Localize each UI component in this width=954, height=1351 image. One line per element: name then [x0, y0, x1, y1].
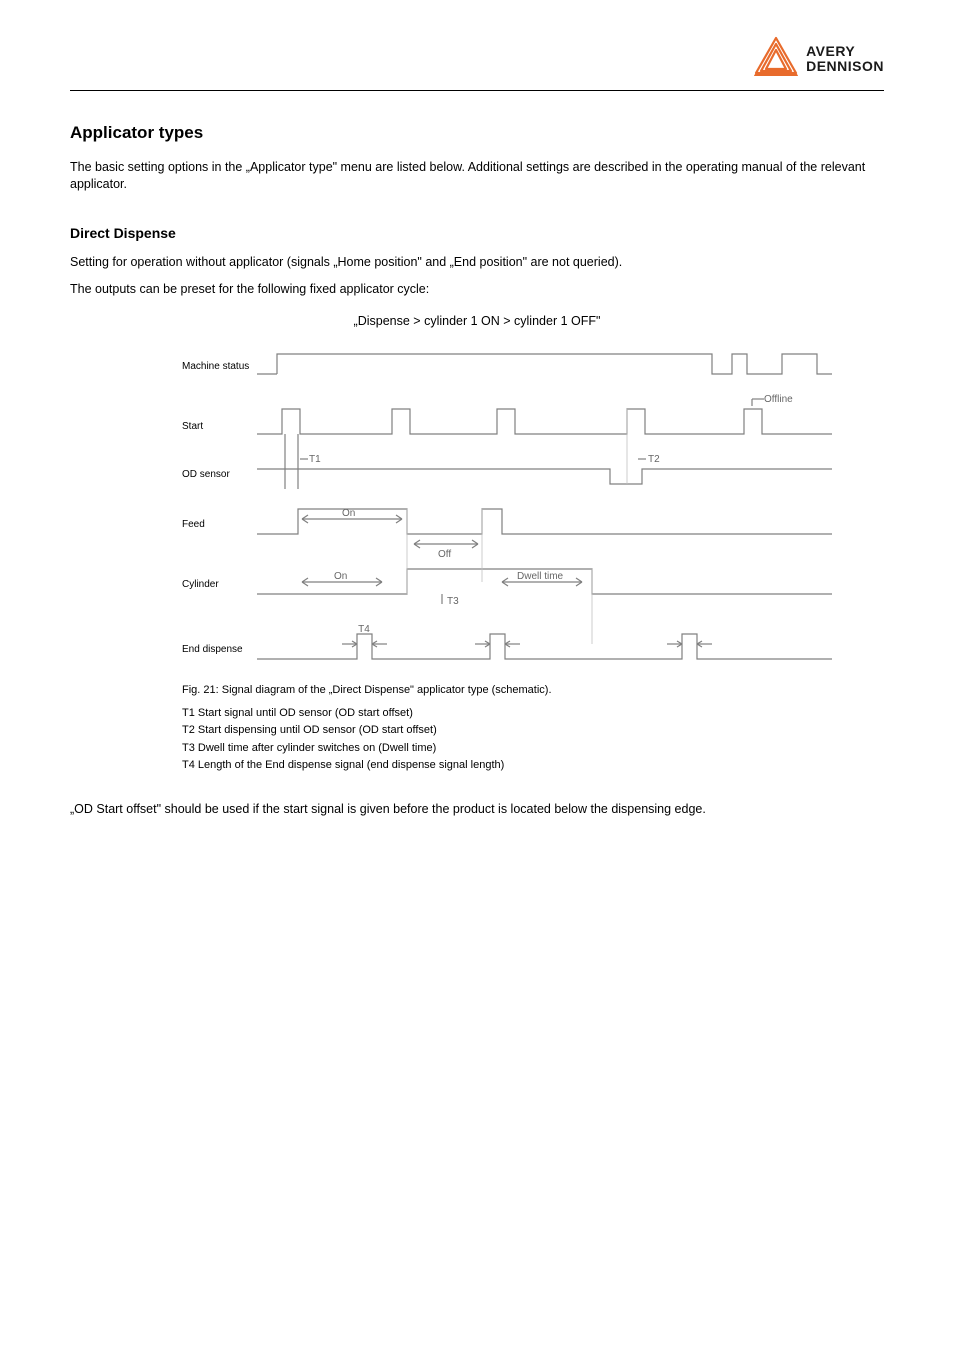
- svg-text:On: On: [342, 508, 355, 519]
- applicator-cycle-quote: „Dispense > cylinder 1 ON > cylinder 1 O…: [70, 313, 884, 331]
- svg-text:T3: T3: [447, 596, 459, 607]
- page-root: AVERY DENNISON Applicator types The basi…: [0, 0, 954, 879]
- od-offset-note: „OD Start offset" should be used if the …: [70, 801, 884, 819]
- svg-text:Off: Off: [438, 549, 451, 560]
- svg-text:Machine status: Machine status: [182, 361, 249, 372]
- svg-text:OD sensor: OD sensor: [182, 469, 230, 480]
- legend-row: T3 Dwell time after cylinder switches on…: [182, 740, 842, 758]
- svg-text:T1: T1: [309, 454, 321, 465]
- brand-line1: AVERY: [806, 44, 884, 59]
- svg-text:Dwell time: Dwell time: [517, 571, 564, 582]
- brand-name: AVERY DENNISON: [806, 44, 884, 73]
- caption-text: Signal diagram of the „Direct Dispense" …: [222, 684, 552, 696]
- legend-row: T1 Start signal until OD sensor (OD star…: [182, 705, 842, 723]
- svg-text:T4: T4: [358, 624, 370, 635]
- direct-dispense-p1: Setting for operation without applicator…: [70, 254, 884, 272]
- diagram-caption: Fig. 21: Signal diagram of the „Direct D…: [182, 683, 842, 698]
- legend-row: T4 Length of the End dispense signal (en…: [182, 757, 842, 775]
- avery-dennison-logo-icon: [752, 35, 800, 82]
- section-title: Applicator types: [70, 121, 884, 145]
- timing-diagram-svg: Machine status Start OD sensor Feed Cyli…: [182, 344, 842, 674]
- legend-row: T2 Start dispensing until OD sensor (OD …: [182, 722, 842, 740]
- diagram-legend: T1 Start signal until OD sensor (OD star…: [182, 705, 842, 775]
- svg-text:On: On: [334, 571, 347, 582]
- svg-text:Cylinder: Cylinder: [182, 579, 219, 590]
- svg-text:Feed: Feed: [182, 519, 205, 530]
- section-intro: The basic setting options in the „Applic…: [70, 159, 884, 194]
- svg-text:End dispense: End dispense: [182, 644, 243, 655]
- brand-line2: DENNISON: [806, 59, 884, 74]
- direct-dispense-preset: The outputs can be preset for the follow…: [70, 281, 884, 299]
- direct-dispense-heading: Direct Dispense: [70, 224, 884, 244]
- signal-diagram: Machine status Start OD sensor Feed Cyli…: [182, 344, 842, 775]
- brand-logo: AVERY DENNISON: [752, 35, 884, 82]
- svg-text:Start: Start: [182, 421, 203, 432]
- svg-text:T2: T2: [648, 454, 660, 465]
- page-header: AVERY DENNISON: [70, 35, 884, 91]
- svg-text:Offline: Offline: [764, 394, 793, 405]
- figure-number: Fig. 21:: [182, 684, 219, 696]
